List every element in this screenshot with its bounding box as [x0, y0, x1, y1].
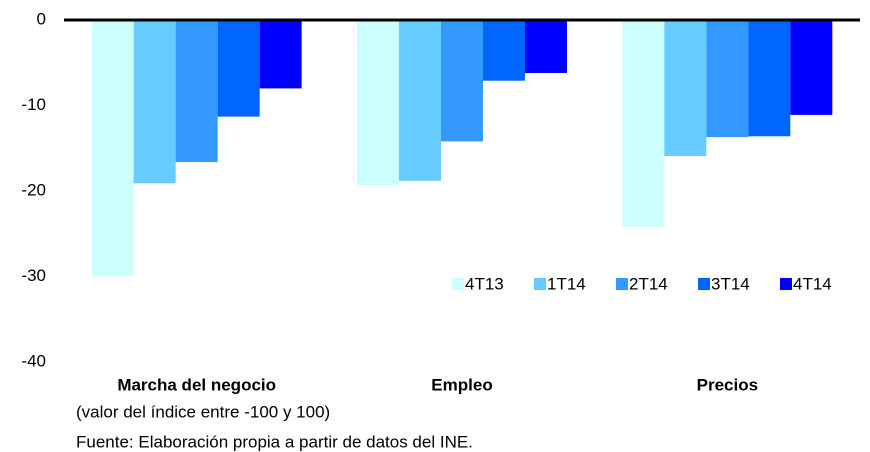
- legend-label: 4T14: [793, 274, 832, 293]
- note: (valor del índice entre -100 y 100): [76, 402, 330, 421]
- bar: [790, 20, 833, 115]
- legend-label: 4T13: [465, 274, 504, 293]
- bar: [91, 20, 134, 277]
- y-tick-label: -40: [21, 351, 46, 370]
- x-tick-label: Empleo: [431, 375, 492, 394]
- legend-label: 1T14: [547, 274, 586, 293]
- y-tick-label: -30: [21, 266, 46, 285]
- bar: [133, 20, 176, 184]
- bar: [525, 20, 567, 74]
- bar: [175, 20, 218, 162]
- x-tick-label: Precios: [697, 375, 758, 394]
- bar: [357, 20, 399, 186]
- legend-swatch: [780, 278, 792, 290]
- y-tick-label: -20: [21, 180, 46, 199]
- legend-label: 2T14: [629, 274, 668, 293]
- bar: [706, 20, 749, 138]
- legend-label: 3T14: [711, 274, 750, 293]
- legend-swatch: [698, 278, 710, 290]
- source: Fuente: Elaboración propia a partir de d…: [76, 432, 473, 451]
- bar: [664, 20, 707, 156]
- legend-swatch: [452, 278, 464, 290]
- bar: [259, 20, 302, 89]
- y-tick-label: -10: [21, 95, 46, 114]
- legend-swatch: [534, 278, 546, 290]
- bar: [399, 20, 441, 181]
- x-tick-label: Marcha del negocio: [117, 375, 276, 394]
- bar: [748, 20, 791, 137]
- bar: [483, 20, 525, 81]
- legend-swatch: [616, 278, 628, 290]
- bar: [217, 20, 260, 117]
- bar: [441, 20, 483, 142]
- bar: [622, 20, 665, 227]
- y-tick-label: 0: [37, 9, 46, 28]
